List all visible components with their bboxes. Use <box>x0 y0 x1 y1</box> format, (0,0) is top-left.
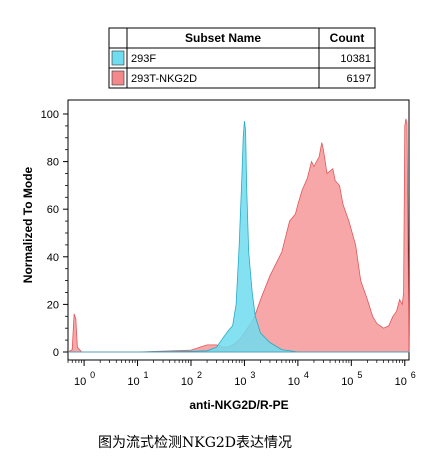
y-tick-label: 100 <box>41 109 59 121</box>
y-tick-label: 40 <box>47 252 59 264</box>
y-tick-label: 0 <box>53 347 59 359</box>
x-tick-label: 10 <box>395 376 407 388</box>
legend-row-293f-name: 293F <box>131 53 156 65</box>
y-tick-label: 80 <box>47 157 59 169</box>
series-area-293t-nkg2d <box>66 118 410 353</box>
y-tick-label: 60 <box>47 204 59 216</box>
series-layer <box>66 118 410 353</box>
series-area-293f <box>68 121 409 353</box>
legend-header-name: Subset Name <box>185 31 261 45</box>
legend-header-count: Count <box>330 31 365 45</box>
y-tick-label: 20 <box>47 299 59 311</box>
legend-swatch-293t-nkg2d <box>111 70 125 86</box>
x-tick-label-exponent: 6 <box>411 370 416 380</box>
legend-frame <box>108 27 376 89</box>
x-tick-label-exponent: 1 <box>144 370 149 380</box>
legend-row-293t-nkg2d-name: 293T-NKG2D <box>131 73 197 85</box>
x-tick-label-exponent: 0 <box>90 370 95 380</box>
legend-row-293f-count: 10381 <box>340 53 371 65</box>
x-tick-label: 10 <box>127 376 139 388</box>
legend-swatch-293f <box>111 50 125 66</box>
x-tick-label-exponent: 5 <box>357 370 362 380</box>
y-axis-title: Normalized To Mode <box>21 166 35 283</box>
x-tick-label-exponent: 3 <box>250 370 255 380</box>
y-axis-ticks: 0 20 40 60 80 100 <box>41 109 68 359</box>
x-axis-ticks: 10 0 10 1 10 2 10 3 10 4 10 5 10 6 <box>67 360 416 388</box>
x-axis-title: anti-NKG2D/R-PE <box>189 398 288 412</box>
x-tick-label: 10 <box>74 376 86 388</box>
x-tick-label-exponent: 2 <box>197 370 202 380</box>
x-tick-label: 10 <box>234 376 246 388</box>
x-tick-label: 10 <box>288 376 300 388</box>
legend-table: Subset Name Count 293F 10381 293T-NKG2D … <box>108 27 376 89</box>
legend-row-293t-nkg2d-count: 6197 <box>347 73 371 85</box>
figure-caption: 图为流式检测NKG2D表达情况 <box>98 435 292 451</box>
x-tick-label-exponent: 4 <box>304 370 309 380</box>
x-tick-label: 10 <box>181 376 193 388</box>
x-tick-label: 10 <box>341 376 353 388</box>
